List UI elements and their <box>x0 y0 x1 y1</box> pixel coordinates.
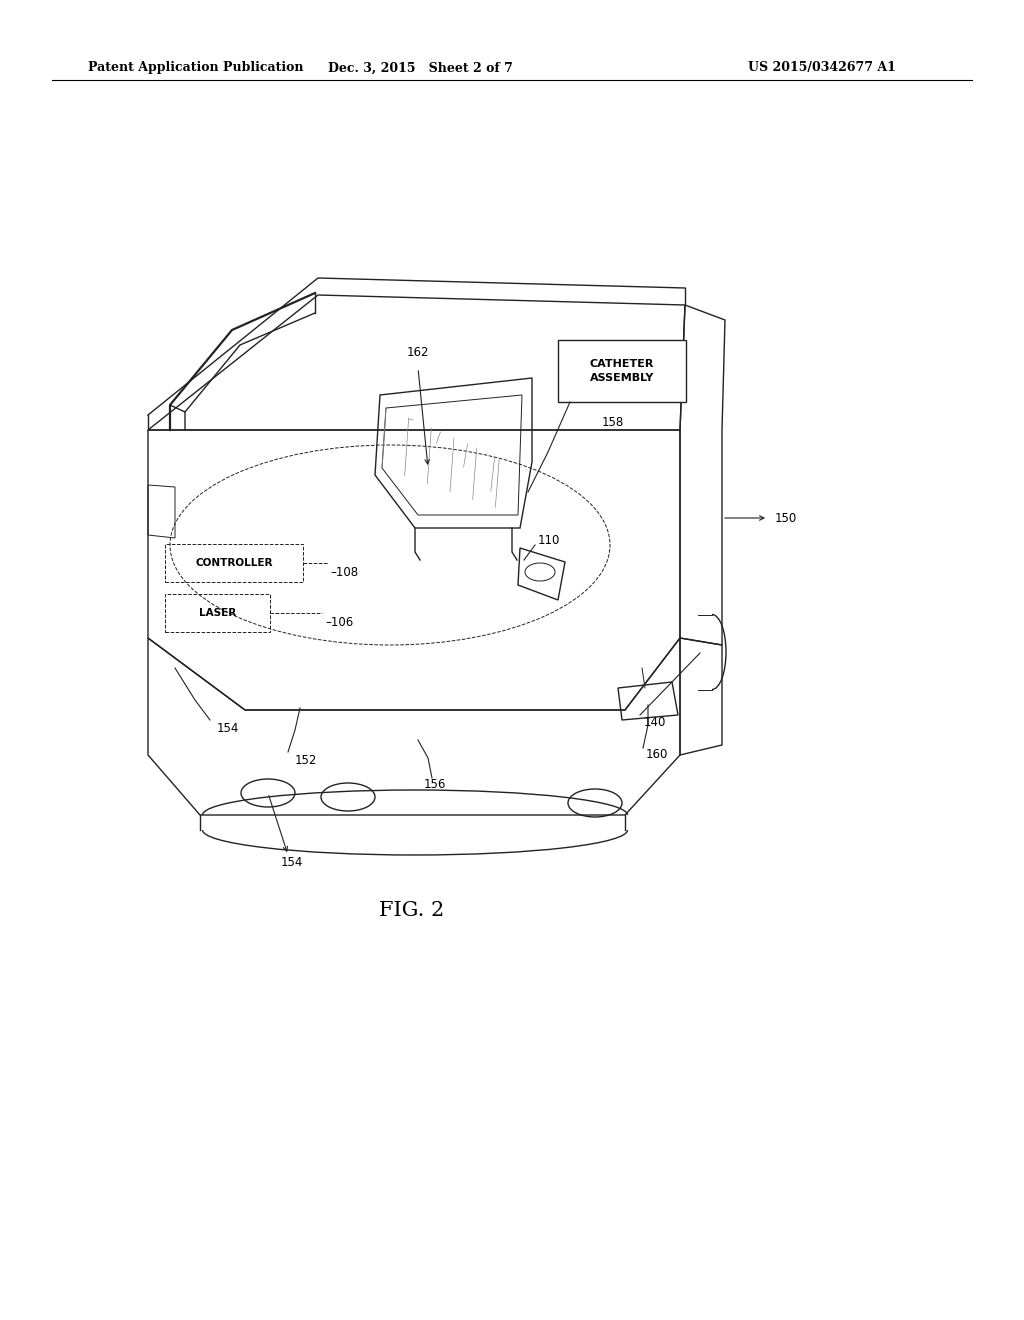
Text: 154: 154 <box>281 855 303 869</box>
FancyBboxPatch shape <box>558 341 686 403</box>
Text: 150: 150 <box>775 511 798 524</box>
Text: LASER: LASER <box>200 609 237 618</box>
Text: 158: 158 <box>602 416 625 429</box>
Text: 156: 156 <box>424 779 446 792</box>
Text: US 2015/0342677 A1: US 2015/0342677 A1 <box>748 62 896 74</box>
Text: 110: 110 <box>538 533 560 546</box>
Text: –108: –108 <box>330 565 358 578</box>
Text: Patent Application Publication: Patent Application Publication <box>88 62 303 74</box>
Text: Dec. 3, 2015   Sheet 2 of 7: Dec. 3, 2015 Sheet 2 of 7 <box>328 62 512 74</box>
Text: 152: 152 <box>295 754 317 767</box>
Text: 140: 140 <box>644 715 667 729</box>
Text: 154: 154 <box>217 722 240 734</box>
Text: 162: 162 <box>407 346 429 359</box>
Text: –106: –106 <box>325 615 353 628</box>
Text: CATHETER
ASSEMBLY: CATHETER ASSEMBLY <box>590 359 654 383</box>
Text: CONTROLLER: CONTROLLER <box>196 558 272 568</box>
Text: FIG. 2: FIG. 2 <box>379 900 444 920</box>
Text: 160: 160 <box>646 748 669 762</box>
